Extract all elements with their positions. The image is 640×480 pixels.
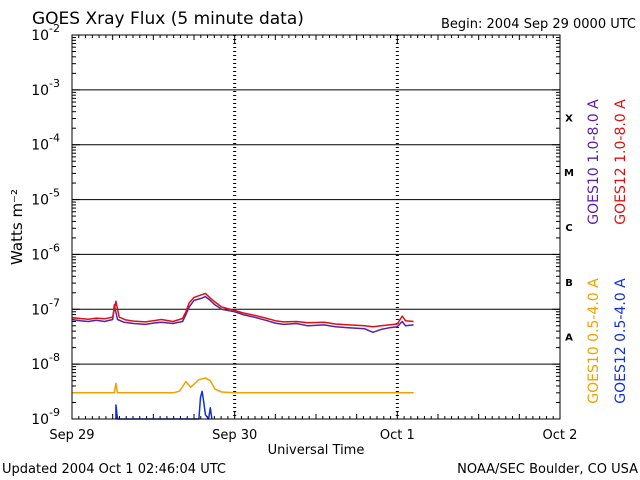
y-tick-label: 10-3 bbox=[31, 77, 60, 99]
credit-label: NOAA/SEC Boulder, CO USA bbox=[457, 462, 638, 477]
x-axis-label: Universal Time bbox=[268, 443, 365, 458]
y-tick-exponent: -5 bbox=[49, 187, 60, 200]
y-tick-exponent: -2 bbox=[49, 22, 60, 35]
series-layer bbox=[71, 292, 414, 420]
series-line bbox=[71, 295, 414, 334]
x-tick-label: Oct 1 bbox=[380, 428, 415, 443]
legend-entry: GOES12 1.0-8.0 A bbox=[613, 99, 629, 225]
y-tick-exponent: -6 bbox=[49, 241, 60, 254]
x-axis-ticks: Sep 29 Sep 30 Oct 1 Oct 2 bbox=[49, 35, 577, 443]
x-tick-label: Oct 2 bbox=[543, 428, 578, 443]
series-line bbox=[115, 390, 213, 420]
flare-class-label: B bbox=[565, 278, 573, 289]
legend: GOES10 1.0-8.0 A GOES12 1.0-8.0 A GOES10 0… bbox=[586, 99, 629, 404]
y-tick-exponent: -3 bbox=[49, 77, 60, 90]
chart-title: GOES Xray Flux (5 minute data) bbox=[32, 9, 304, 29]
y-tick-exponent: -9 bbox=[49, 406, 60, 419]
y-tick-label: 10-7 bbox=[31, 296, 60, 318]
flare-class-labels: A B C M X bbox=[564, 113, 574, 343]
y-axis-label: Watts m⁻² bbox=[8, 189, 26, 265]
x-tick-label: Sep 30 bbox=[212, 428, 257, 443]
flare-class-label: X bbox=[565, 113, 573, 124]
legend-entry: GOES10 0.5-4.0 A bbox=[586, 278, 602, 404]
flare-class-label: M bbox=[564, 168, 574, 179]
series-line bbox=[71, 292, 414, 328]
y-axis-ticks: 10-910-810-710-610-510-410-310-2 bbox=[31, 22, 560, 428]
y-tick-label: 10-9 bbox=[31, 406, 60, 428]
y-tick-exponent: -4 bbox=[49, 132, 60, 145]
flare-class-label: C bbox=[565, 223, 572, 234]
legend-entry: GOES12 0.5-4.0 A bbox=[613, 278, 629, 404]
series-line bbox=[72, 377, 414, 394]
y-tick-label: 10-5 bbox=[31, 187, 60, 209]
legend-entry: GOES10 1.0-8.0 A bbox=[586, 99, 602, 225]
y-tick-label: 10-6 bbox=[31, 241, 60, 263]
begin-time: Begin: 2004 Sep 29 0000 UTC bbox=[441, 17, 636, 32]
y-tick-exponent: -7 bbox=[49, 296, 60, 309]
updated-timestamp: Updated 2004 Oct 1 02:46:04 UTC bbox=[2, 462, 226, 477]
y-tick-exponent: -8 bbox=[49, 351, 60, 364]
y-tick-label: 10-8 bbox=[31, 351, 60, 373]
x-tick-label: Sep 29 bbox=[49, 428, 94, 443]
y-tick-label: 10-4 bbox=[31, 132, 60, 154]
plot-frame bbox=[71, 34, 561, 420]
flare-class-label: A bbox=[565, 333, 573, 344]
plot-grid bbox=[72, 35, 560, 419]
